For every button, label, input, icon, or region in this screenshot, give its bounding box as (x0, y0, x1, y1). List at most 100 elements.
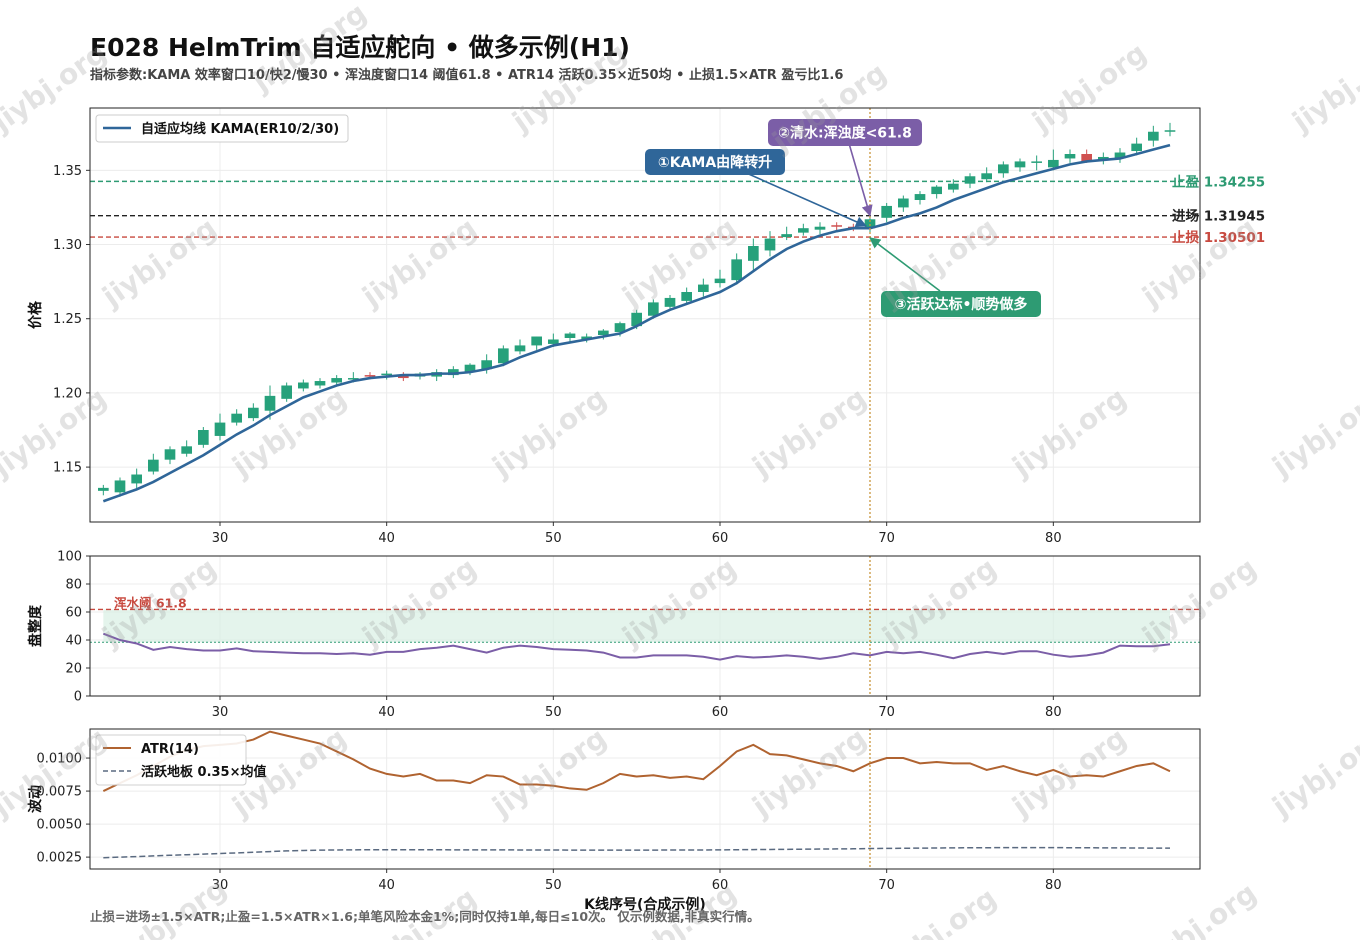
active-arrow (869, 237, 941, 292)
legend-box (95, 114, 349, 143)
page-title: E028 HelmTrim 自适应舵向 • 做多示例(H1) (90, 33, 630, 62)
candle-body (264, 395, 276, 411)
y-tick-label: 0.0025 (37, 851, 83, 866)
candle-body (1148, 131, 1159, 141)
x-tick-label: 70 (878, 531, 895, 546)
candle-body (331, 378, 342, 383)
take-profit-label: 止盈 1.34255 (1172, 173, 1265, 190)
candle-body (548, 339, 559, 344)
x-tick-label: 70 (878, 878, 895, 893)
candle-body (664, 297, 676, 307)
active-label: ③活跃达标•顺势做多 (895, 296, 1028, 313)
candle-body (481, 360, 492, 370)
clear-water-band (103, 609, 1170, 643)
stop-loss-label: 止损 1.30501 (1172, 229, 1265, 246)
x-tick-label: 60 (712, 531, 729, 546)
y-tick-label: 100 (57, 550, 82, 565)
candle-body (1031, 161, 1042, 163)
candle-body (298, 382, 309, 389)
candle-body (314, 381, 326, 386)
active-box (881, 291, 1041, 317)
clear-water-box (768, 119, 922, 146)
x-tick-label: 50 (545, 705, 562, 720)
threshold-label: 浑水阈 61.8 (114, 595, 187, 610)
candle-body (598, 330, 609, 336)
candle-body (114, 480, 126, 493)
candle-body (1014, 161, 1026, 168)
watermark-text: jiybj.org (246, 0, 373, 99)
watermark-text: jiybj.org (1266, 721, 1360, 824)
y-axis-label: 价格 (27, 300, 44, 329)
x-tick-label: 60 (712, 705, 729, 720)
candle-body (581, 336, 592, 340)
page-subtitle: 指标参数:KAMA 效率窗口10/快2/慢30 • 浑浊度窗口14 阈值61.8… (90, 68, 844, 83)
clear-water-arrow (847, 139, 873, 217)
candle-body (464, 364, 476, 373)
candle-body (281, 385, 292, 399)
kama-line (102, 143, 1171, 503)
candle-body (214, 422, 226, 436)
candle-body (198, 430, 209, 445)
legend-label-atr: ATR(14) (141, 742, 199, 757)
candle-body (148, 459, 159, 472)
candle-body (981, 173, 992, 180)
y-tick-label: 1.15 (53, 461, 82, 476)
choppiness-line (102, 632, 1171, 661)
y-tick-label: 0 (74, 690, 82, 705)
candle-body (998, 164, 1009, 174)
candle-body (348, 378, 359, 380)
candle-body (631, 312, 642, 327)
candle-body (1164, 130, 1176, 132)
x-tick-label: 80 (1045, 531, 1062, 546)
x-tick-label: 50 (545, 531, 562, 546)
candle-body (381, 373, 392, 376)
x-tick-label: 40 (378, 705, 395, 720)
candle-body (831, 225, 842, 227)
x-tick-label: 30 (212, 878, 229, 893)
x-tick-label: 30 (212, 705, 229, 720)
candle-body (131, 474, 142, 484)
candle-body (964, 176, 976, 184)
y-tick-label: 0.0075 (37, 785, 83, 800)
candle-body (714, 278, 726, 284)
candle-body (781, 234, 792, 238)
candle-body (498, 348, 509, 364)
entry-label: 进场 1.31945 (1172, 209, 1265, 225)
candle-body (731, 259, 742, 281)
x-tick-label: 60 (712, 878, 729, 893)
candle-body (698, 284, 709, 292)
candle-body (864, 219, 876, 229)
footer-note: 止损=进场±1.5×ATR;止盈=1.5×ATR×1.6;单笔风险本金1%;同时… (90, 909, 760, 924)
y-tick-label: 1.25 (53, 312, 82, 327)
plot-frame (89, 555, 1201, 697)
candle-body (898, 198, 909, 208)
y-tick-label: 1.20 (53, 386, 82, 401)
x-tick-label: 30 (212, 531, 229, 546)
candle-body (181, 446, 192, 454)
y-tick-label: 1.35 (53, 164, 82, 179)
x-tick-label: 40 (378, 531, 395, 546)
candle-body (681, 292, 692, 301)
watermark-text: jiybj.org (1266, 381, 1360, 484)
candle-body (448, 369, 459, 376)
candle-body (164, 449, 176, 460)
candle-body (248, 407, 259, 419)
candle-body (1064, 154, 1076, 159)
candle-body (1131, 143, 1142, 152)
floor-line (103, 846, 1170, 859)
candle-body (364, 375, 376, 377)
kama-turn-label: ①KAMA由降转升 (658, 154, 772, 171)
watermark-text: jiybj.org (1286, 36, 1360, 139)
candle-body (798, 228, 809, 233)
atr-line (102, 730, 1171, 792)
legend-label-kama: 自适应均线 KAMA(ER10/2/30) (141, 121, 339, 137)
candle-body (814, 226, 826, 230)
watermark-text: jiybj.org (1136, 876, 1263, 940)
x-tick-label: 70 (878, 705, 895, 720)
candle-body (1098, 156, 1109, 160)
legend-label-floor: 活跃地板 0.35×均值 (141, 764, 267, 780)
candle-body (231, 413, 242, 423)
x-tick-label: 50 (545, 878, 562, 893)
candle-body (748, 246, 759, 261)
y-tick-label: 0.0100 (37, 752, 83, 767)
